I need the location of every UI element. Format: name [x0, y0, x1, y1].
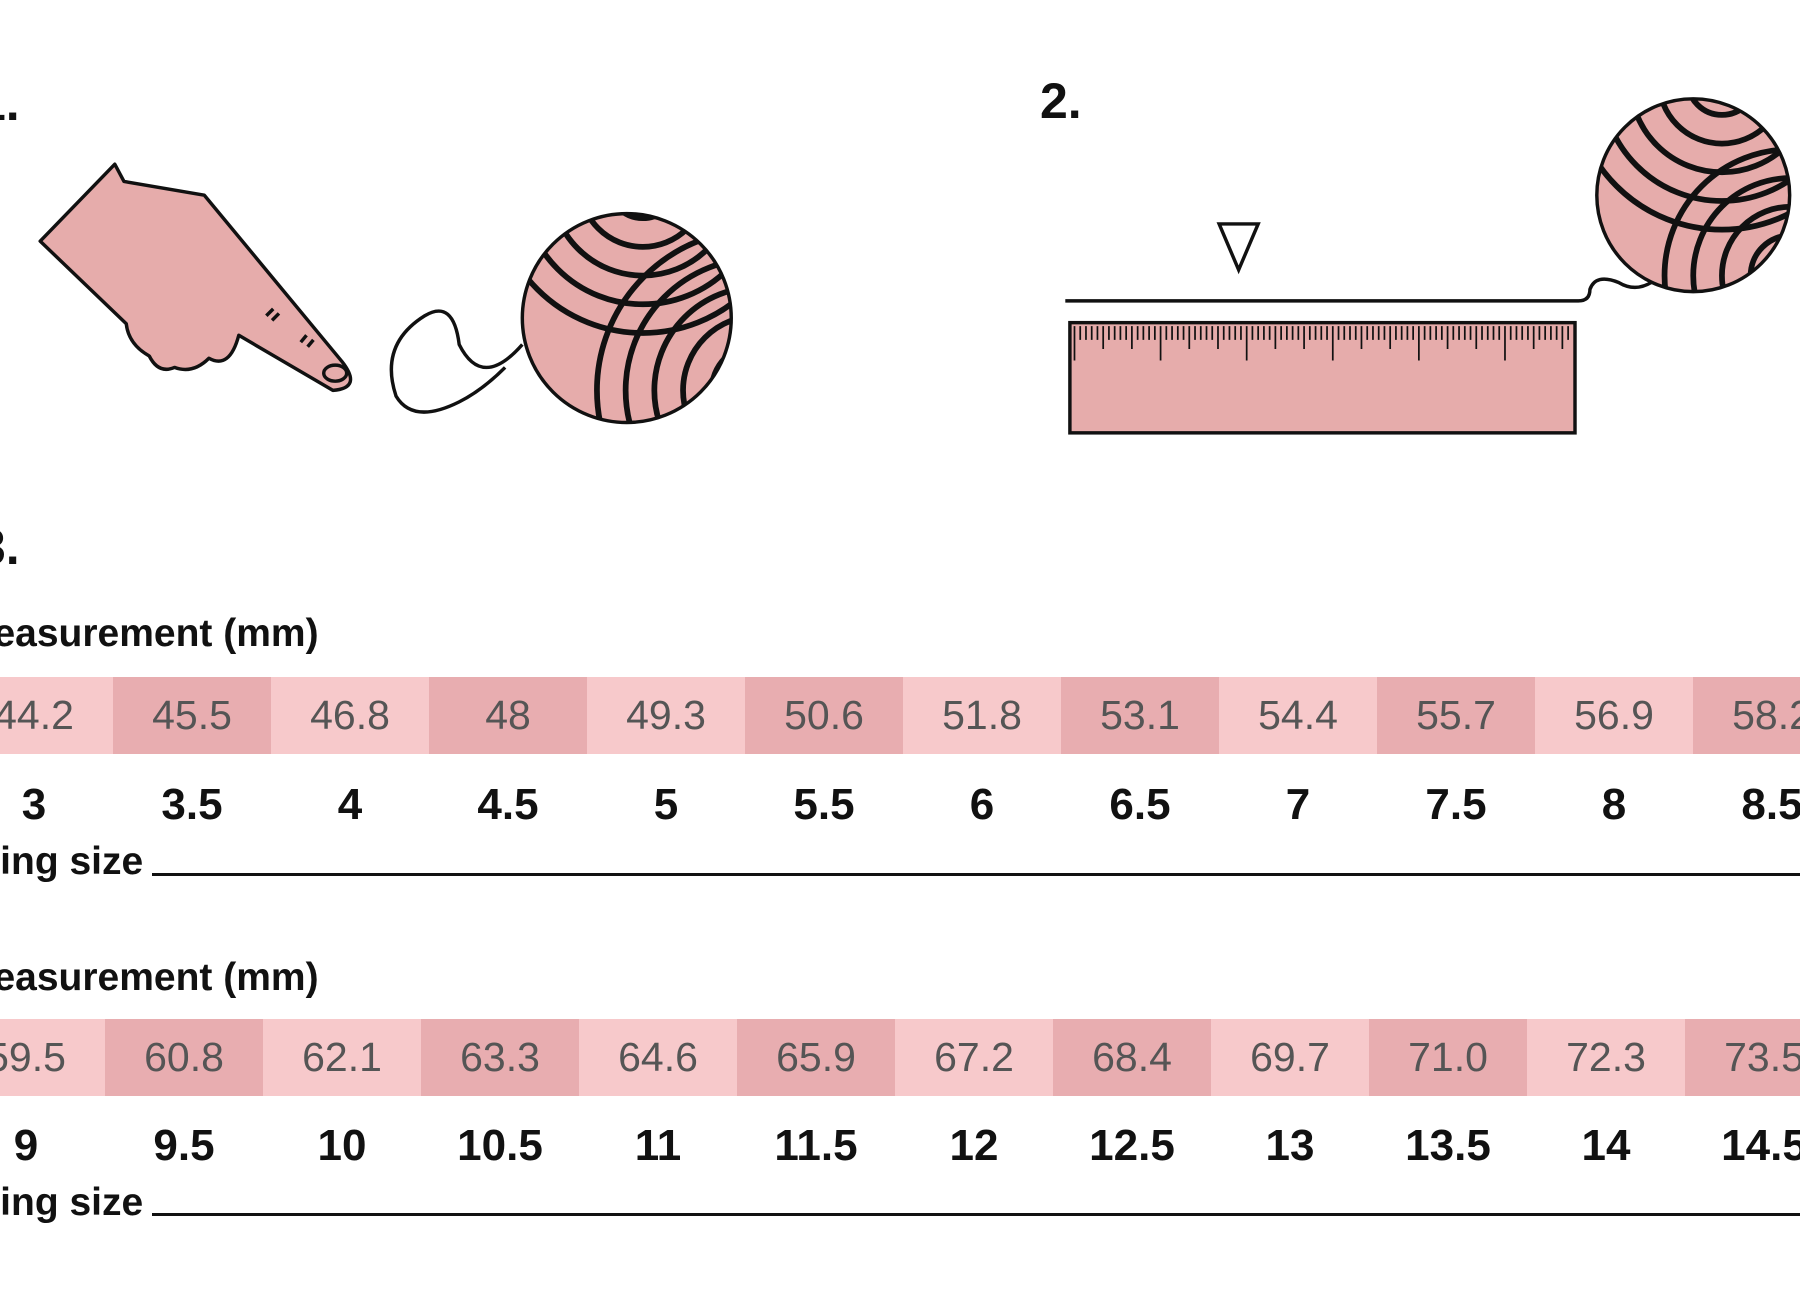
measurement-cell: 67.2: [895, 1019, 1053, 1096]
ring-size: 11: [634, 1121, 682, 1170]
axis-line: [152, 1213, 1800, 1216]
ruler: [1065, 222, 1655, 435]
measurement-cell: 50.6: [745, 677, 903, 754]
measurement-cell: 53.1: [1061, 677, 1219, 754]
ring-size: 3.5: [161, 780, 223, 829]
measurement-cell: 68.4: [1053, 1019, 1211, 1096]
measurement-cell: 65.9: [737, 1019, 895, 1096]
size-label: Ring size: [0, 840, 144, 883]
ring-size: 6.5: [1109, 780, 1171, 829]
step-number: 3.: [0, 519, 20, 575]
ring-size: 12.5: [1089, 1121, 1175, 1170]
measurement-cell: 49.3: [587, 677, 745, 754]
measurement-cell: 69.7: [1211, 1019, 1369, 1096]
ring-size: 7.5: [1425, 780, 1487, 829]
illustrations: [38, 97, 1792, 435]
ring-size: 3: [21, 780, 47, 829]
table-label: Measurement (mm): [0, 612, 319, 655]
ring-size: 9.5: [153, 1121, 215, 1170]
size-label: Ring size: [0, 1181, 144, 1224]
measurement-cell: 63.3: [421, 1019, 579, 1096]
ring-size: 8: [1601, 780, 1627, 829]
ring-size: 14: [1581, 1121, 1631, 1170]
measurement-cell: 45.5: [113, 677, 271, 754]
ring-size: 10: [317, 1121, 367, 1170]
measurement-cell: 44.2: [0, 677, 113, 754]
measurement-cell: 46.8: [271, 677, 429, 754]
measurement-cell: 72.3: [1527, 1019, 1685, 1096]
ring-size: 14.5: [1721, 1121, 1800, 1170]
measurement-cell: 56.9: [1535, 677, 1693, 754]
ring-size: 8.5: [1741, 780, 1800, 829]
ring-size: 6: [969, 780, 995, 829]
ring-size: 13: [1265, 1121, 1315, 1170]
hand: [38, 162, 353, 393]
ring-size: 9: [13, 1121, 39, 1170]
measurement-cell: 58.2: [1693, 677, 1800, 754]
measurement-cell: 71.0: [1369, 1019, 1527, 1096]
ring-size: 5.5: [793, 780, 855, 829]
ring-size: 5: [653, 780, 679, 829]
ring-size: 7: [1285, 780, 1311, 829]
yarn-ball-2: [1595, 97, 1792, 294]
ring-size: 10.5: [457, 1121, 543, 1170]
measurement-cell: 62.1: [263, 1019, 421, 1096]
measurement-cell: 51.8: [903, 677, 1061, 754]
measurement-cell: 64.6: [579, 1019, 737, 1096]
ring-size: 11.5: [774, 1121, 858, 1170]
ring-size: 12: [949, 1121, 999, 1170]
ring-size: 4: [337, 780, 363, 829]
step-number: 2.: [1040, 73, 1082, 129]
step-number: 1.: [0, 75, 20, 131]
ring-size: 13.5: [1405, 1121, 1491, 1170]
measurement-cell: 55.7: [1377, 677, 1535, 754]
measurement-cell: 60.8: [105, 1019, 263, 1096]
ring-size: 4.5: [477, 780, 539, 829]
measurement-cell: 59.5: [0, 1019, 105, 1096]
axis-line: [152, 873, 1800, 876]
measurement-cell: 54.4: [1219, 677, 1377, 754]
yarn-ball-1: [389, 211, 733, 425]
measurement-cell: 48: [429, 677, 587, 754]
measurement-cell: 73.5: [1685, 1019, 1800, 1096]
table-label: Measurement (mm): [0, 956, 319, 999]
